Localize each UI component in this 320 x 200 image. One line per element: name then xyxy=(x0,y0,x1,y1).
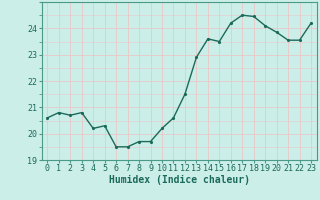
X-axis label: Humidex (Indice chaleur): Humidex (Indice chaleur) xyxy=(109,175,250,185)
